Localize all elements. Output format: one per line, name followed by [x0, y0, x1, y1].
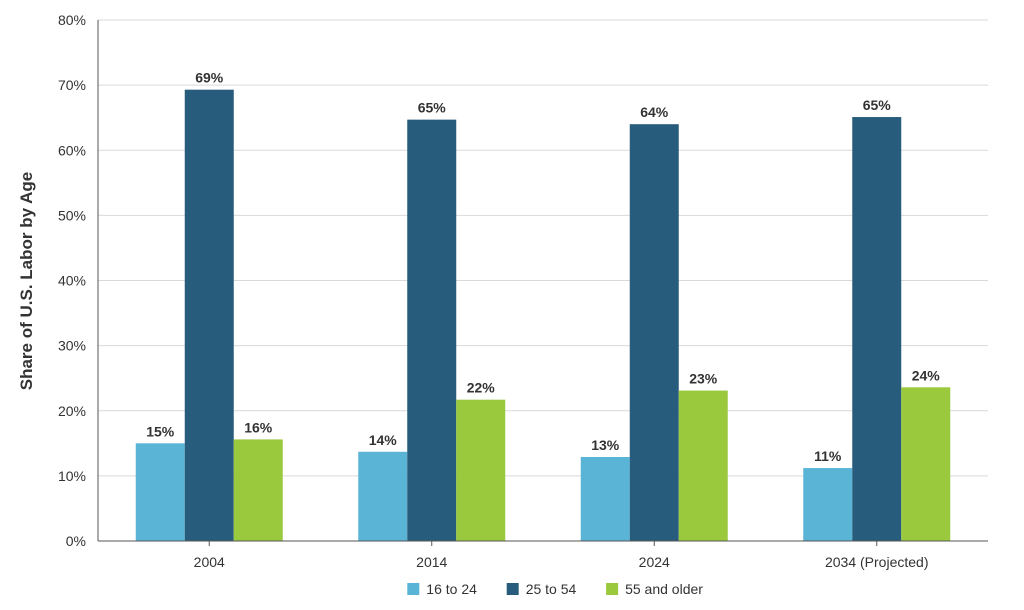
bar	[135, 443, 185, 541]
bar	[407, 119, 457, 542]
x-tick-label: 2004	[194, 554, 225, 570]
x-axis-ticks: 2004 2014 2024 2034 (Projected)	[194, 541, 929, 570]
y-tick-label: 20%	[58, 403, 86, 419]
bar	[358, 451, 408, 541]
data-label: 65%	[418, 100, 447, 116]
data-label: 64%	[640, 104, 669, 120]
y-axis-label: Share of U.S. Labor by Age	[17, 172, 36, 391]
y-tick-label: 50%	[58, 207, 86, 223]
gridlines	[98, 19, 988, 477]
bar	[852, 117, 902, 541]
legend: 16 to 24 25 to 54 55 and older	[407, 581, 703, 597]
data-label: 22%	[467, 380, 496, 396]
bar	[678, 390, 728, 541]
y-tick-label: 60%	[58, 142, 86, 158]
bar	[629, 124, 679, 541]
data-label: 23%	[689, 371, 718, 387]
data-label: 16%	[244, 419, 273, 435]
y-tick-label: 80%	[58, 12, 86, 28]
y-tick-label: 30%	[58, 338, 86, 354]
y-tick-label: 70%	[58, 77, 86, 93]
bar	[456, 399, 506, 541]
legend-swatch	[506, 583, 519, 595]
bar	[184, 89, 234, 541]
data-label: 69%	[195, 70, 224, 86]
bar	[580, 456, 630, 541]
y-tick-label: 10%	[58, 468, 86, 484]
data-label: 14%	[369, 432, 398, 448]
x-tick-label: 2024	[639, 554, 670, 570]
legend-swatch	[407, 583, 420, 595]
legend-label: 25 to 54	[526, 581, 577, 597]
data-label: 15%	[146, 423, 175, 439]
y-axis-ticks: 0% 10% 20% 30% 40% 50% 60% 70% 80%	[58, 12, 86, 549]
x-tick-label: 2014	[416, 554, 447, 570]
legend-label: 55 and older	[625, 581, 703, 597]
bar	[803, 468, 853, 541]
bar	[901, 387, 951, 541]
y-tick-label: 0%	[66, 533, 86, 549]
legend-swatch	[606, 583, 619, 595]
data-label: 24%	[912, 367, 941, 383]
data-label: 65%	[863, 97, 892, 113]
bars	[135, 89, 951, 542]
data-labels: 15% 69% 16% 14% 65% 22% 13% 64% 23% 11% 65% 24%	[146, 70, 940, 464]
legend-label: 16 to 24	[426, 581, 477, 597]
data-label: 11%	[814, 448, 842, 464]
x-tick-label: 2034 (Projected)	[825, 554, 929, 570]
y-tick-label: 40%	[58, 273, 86, 289]
bar	[233, 439, 283, 541]
data-label: 13%	[591, 437, 620, 453]
